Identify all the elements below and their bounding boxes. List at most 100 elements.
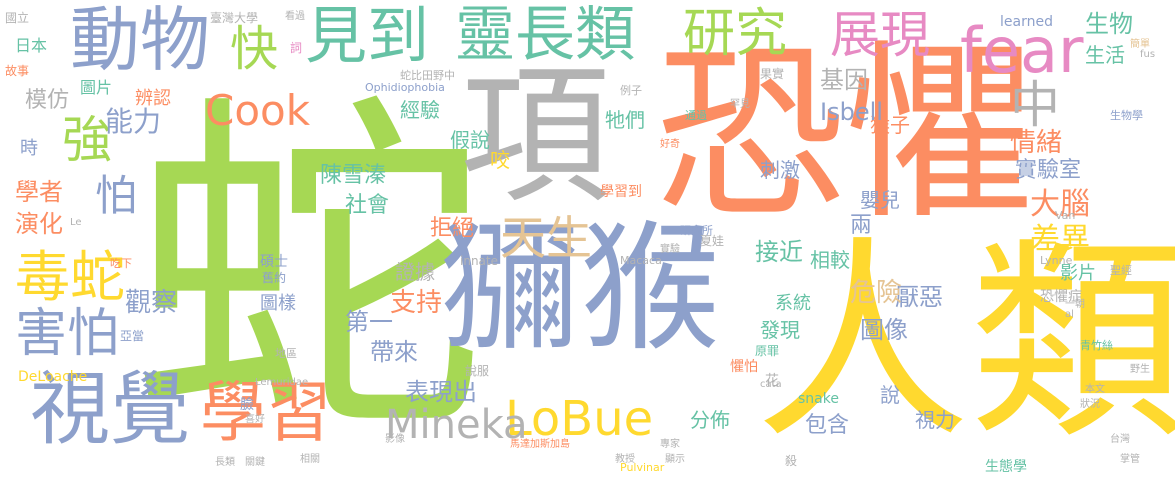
word-kanguo: 看過 [285, 11, 305, 22]
word-biaoxianchu: 表現出 [405, 378, 477, 406]
word-shetian: 蛇比田野中 [400, 69, 455, 82]
word-benwen: 本文 [1085, 384, 1105, 395]
word-xiangguan: 相關 [300, 454, 320, 465]
word-tamen: 牠們 [605, 108, 645, 132]
word-shengtaixue: 生態學 [985, 459, 1027, 475]
word-haipa: 害怕 [15, 304, 120, 364]
word-gushi: 故事 [5, 64, 30, 78]
word-yingpian: 影片 [1060, 263, 1096, 284]
word-jiyin: 基因 [820, 66, 868, 94]
word-jieguo: 果實 [760, 67, 785, 81]
word-lemuridae: Lemuridae [255, 377, 309, 388]
word-diyi: 第一 [345, 308, 393, 336]
word-yeshang: 野生 [1130, 364, 1150, 375]
word-lynne: Lynne [1040, 254, 1073, 267]
word-yanhua: 演化 [15, 210, 63, 238]
word-shili: 視力 [915, 408, 955, 432]
word-shehui: 社會 [345, 193, 390, 218]
word-shijue: 視覺 [30, 363, 190, 456]
word-xihao: 喜好 [245, 414, 265, 425]
word-yuanzui: 原罪 [755, 344, 780, 358]
word-sha: 殺 [785, 454, 798, 468]
word-dailai: 帶來 [370, 338, 418, 366]
word-xitong: 系統 [775, 293, 811, 314]
word-hua: 花 [765, 373, 779, 389]
word-isbell: Isbell [820, 98, 883, 126]
word-yingxiang: 影像 [385, 434, 405, 445]
word-zhuanjia: 專家 [660, 439, 680, 450]
word-van: Van [1055, 209, 1076, 222]
word-kongjuzheng: 恐懼症 [1040, 289, 1082, 305]
word-yanjiu: 研究 [683, 4, 788, 64]
word-innate: innate [460, 254, 498, 268]
word-qingxu: 情緒 [1010, 128, 1063, 158]
word-jiaoju: 碩士 [260, 254, 288, 270]
word-le: Le [70, 217, 82, 228]
word-xuexidao: 學習到 [600, 184, 642, 200]
word-pulvinar: Pulvinar [620, 461, 665, 474]
word-dongwu: 動物 [70, 0, 210, 81]
word-jiaoshou: 教授 [615, 454, 635, 465]
word-nengli: 能力 [105, 105, 162, 138]
word-xiaoxia: 吃下 [110, 257, 132, 270]
word-kuai: 快 [230, 21, 279, 77]
word-riben: 日本 [15, 36, 48, 55]
word-tongguo: 通過 [685, 109, 707, 122]
word-shiyanshi: 實驗室 [1015, 158, 1082, 183]
word-jiejin: 接近 [755, 238, 803, 266]
word-yanjiusuo: 研究所 [680, 224, 713, 237]
word-tiansheng: 天生 [500, 211, 592, 265]
word-tupian: 圖片 [80, 78, 113, 97]
word-cata: cata [760, 379, 782, 390]
word-yinger: 嬰兒 [860, 188, 900, 212]
word-lianzi: 例子 [620, 84, 642, 97]
word-macaca: Macaca [620, 254, 662, 267]
word-jujue2: 懼怕 [730, 359, 758, 375]
word-houzi: 猴子 [870, 113, 910, 137]
word-dushe: 毒蛇 [15, 245, 126, 309]
word-hao: 好奇 [660, 139, 680, 150]
word-pa: 怕 [95, 171, 138, 220]
word-bianren: 辨認 [135, 88, 171, 109]
word-shengwuxue: 生物學 [1110, 109, 1143, 122]
word-mofang: 模仿 [25, 88, 70, 113]
word-renlei: 人類 [755, 217, 1175, 468]
word-lobue: LoBue [505, 391, 654, 447]
word-xiang: 項 [460, 50, 611, 224]
word-xiangjiao: 相較 [810, 248, 850, 272]
word-liang: 兩 [850, 213, 873, 238]
word-guancha: 觀察 [125, 288, 178, 318]
word-kongju: 恐懼 [655, 24, 1036, 245]
word-danao: 大腦 [1030, 187, 1090, 222]
word-she: 蛇 [130, 65, 485, 479]
word-xianshi: 顯示 [665, 454, 685, 465]
word-zhichi: 支持 [390, 288, 443, 318]
word-snake: snake [798, 391, 839, 407]
word-jingyan: 經驗 [400, 98, 440, 122]
word-fenbu: 分佈 [690, 408, 730, 432]
word-weixian: 危險 [850, 278, 903, 308]
word-ci: 詞 [290, 41, 303, 55]
word-guanjian: 關鍵 [245, 457, 265, 468]
word-mineka: Mineka [385, 402, 528, 448]
word-zhuangkuang: 狀況 [1080, 399, 1100, 410]
word-shengwu: 生物 [1085, 10, 1133, 38]
word-yadang: 亞當 [120, 329, 145, 343]
word-shi: 時 [20, 138, 38, 159]
word-changjian: 長類 [215, 457, 235, 468]
word-jujue: 拒絕 [430, 216, 475, 241]
word-chayi: 差異 [1030, 222, 1090, 257]
word-guoli: 國立 [5, 11, 30, 25]
word-yao: 咬 [490, 148, 510, 172]
word-mihou: 獼猴 [440, 208, 721, 371]
word-shiyan2: 實驗 [660, 244, 680, 255]
word-fus: fus [1140, 49, 1156, 60]
word-lian: 臉 [240, 397, 254, 413]
word-jiashuo: 假說 [450, 128, 490, 152]
word-zhangguan: 掌管 [1120, 454, 1140, 465]
word-zhanxian: 展現 [830, 6, 930, 64]
word-taiwan2: 台灣 [1110, 434, 1130, 445]
word-al: al [1065, 309, 1074, 320]
word-yiduo: 一朝 [1065, 299, 1085, 310]
word-yanwu: 厭惡 [895, 283, 943, 311]
